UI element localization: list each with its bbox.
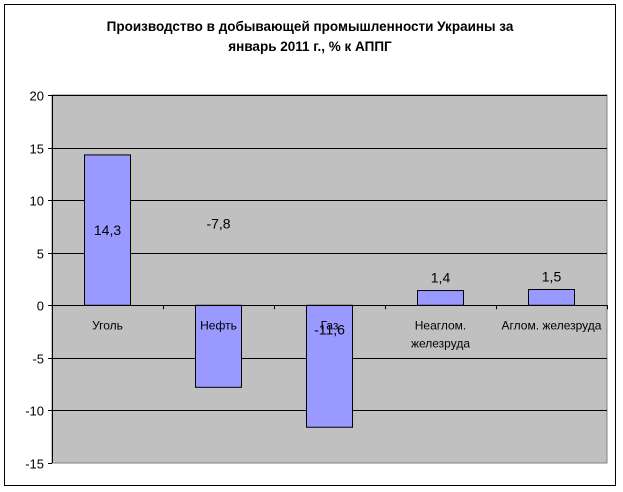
category-label: Газ (321, 318, 339, 332)
y-tick-label: 5 (37, 247, 44, 262)
chart-title-line-2: январь 2011 г., % к АППГ (228, 39, 392, 54)
category-label: Неаглом. (415, 318, 467, 332)
y-tick-label: -10 (25, 404, 44, 419)
y-tick-label: 20 (30, 89, 44, 104)
y-tick-label: 15 (30, 142, 44, 157)
bar-4 (417, 290, 464, 306)
category-label: железруда (411, 336, 470, 350)
y-tick-label: 0 (37, 299, 44, 314)
data-label: -11,6 (314, 322, 345, 338)
bar-3 (306, 304, 353, 428)
category-label: Аглом. железруда (502, 318, 602, 332)
chart-title: Производство в добывающей промышленности… (40, 17, 580, 57)
chart-title-line-1: Производство в добывающей промышленности… (106, 19, 514, 34)
bar-1 (84, 154, 131, 306)
y-tick-label: -5 (32, 352, 44, 367)
y-tick-label: 10 (30, 194, 44, 209)
data-label: -7,8 (206, 215, 230, 231)
y-tick-label: -15 (25, 457, 44, 472)
category-label: Уголь (92, 318, 123, 332)
data-label: 1,5 (542, 269, 562, 285)
data-label: 14,3 (94, 222, 121, 238)
bar-2 (195, 304, 242, 388)
category-label: Нефть (200, 318, 237, 332)
data-label: 1,4 (431, 270, 451, 286)
bar-5 (528, 289, 575, 306)
